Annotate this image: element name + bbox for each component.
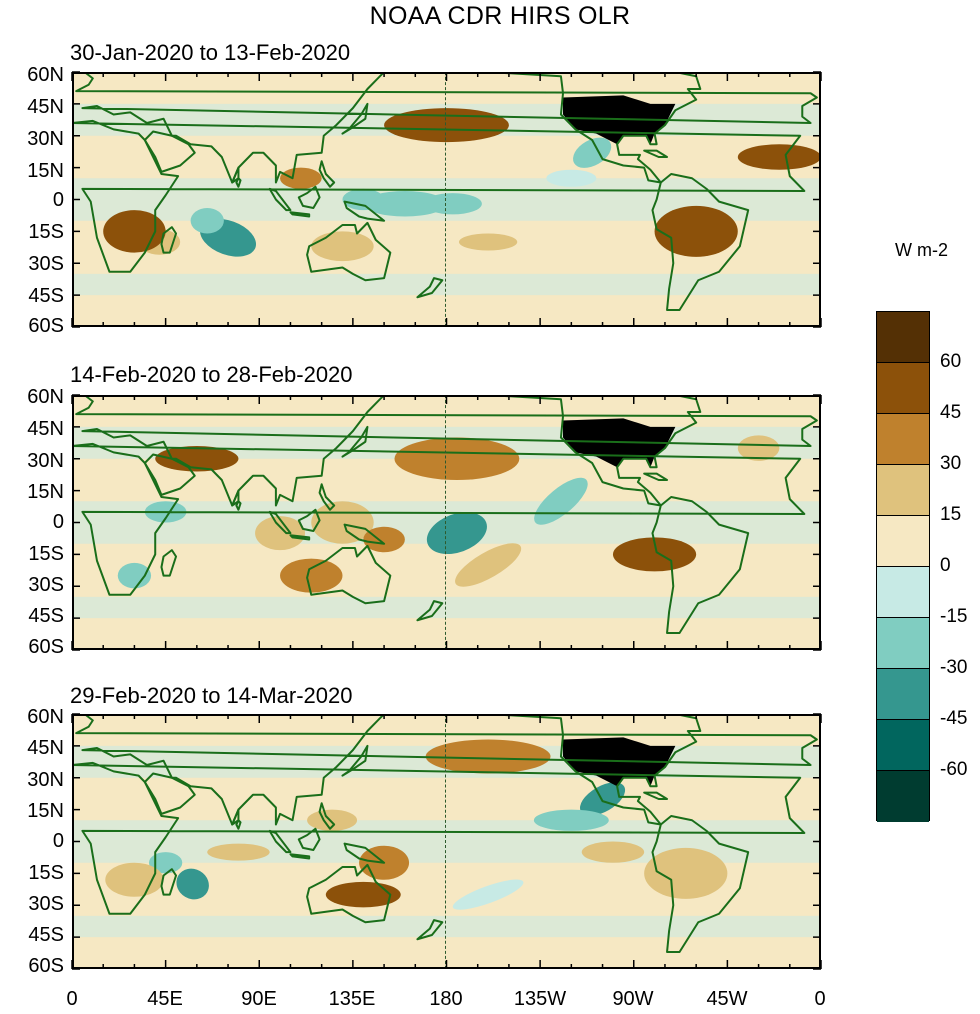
olr-figure: NOAA CDR HIRS OLR 30-Jan-2020 to 13-Feb-…	[0, 0, 980, 1014]
axis-tick-marks	[0, 0, 980, 1014]
